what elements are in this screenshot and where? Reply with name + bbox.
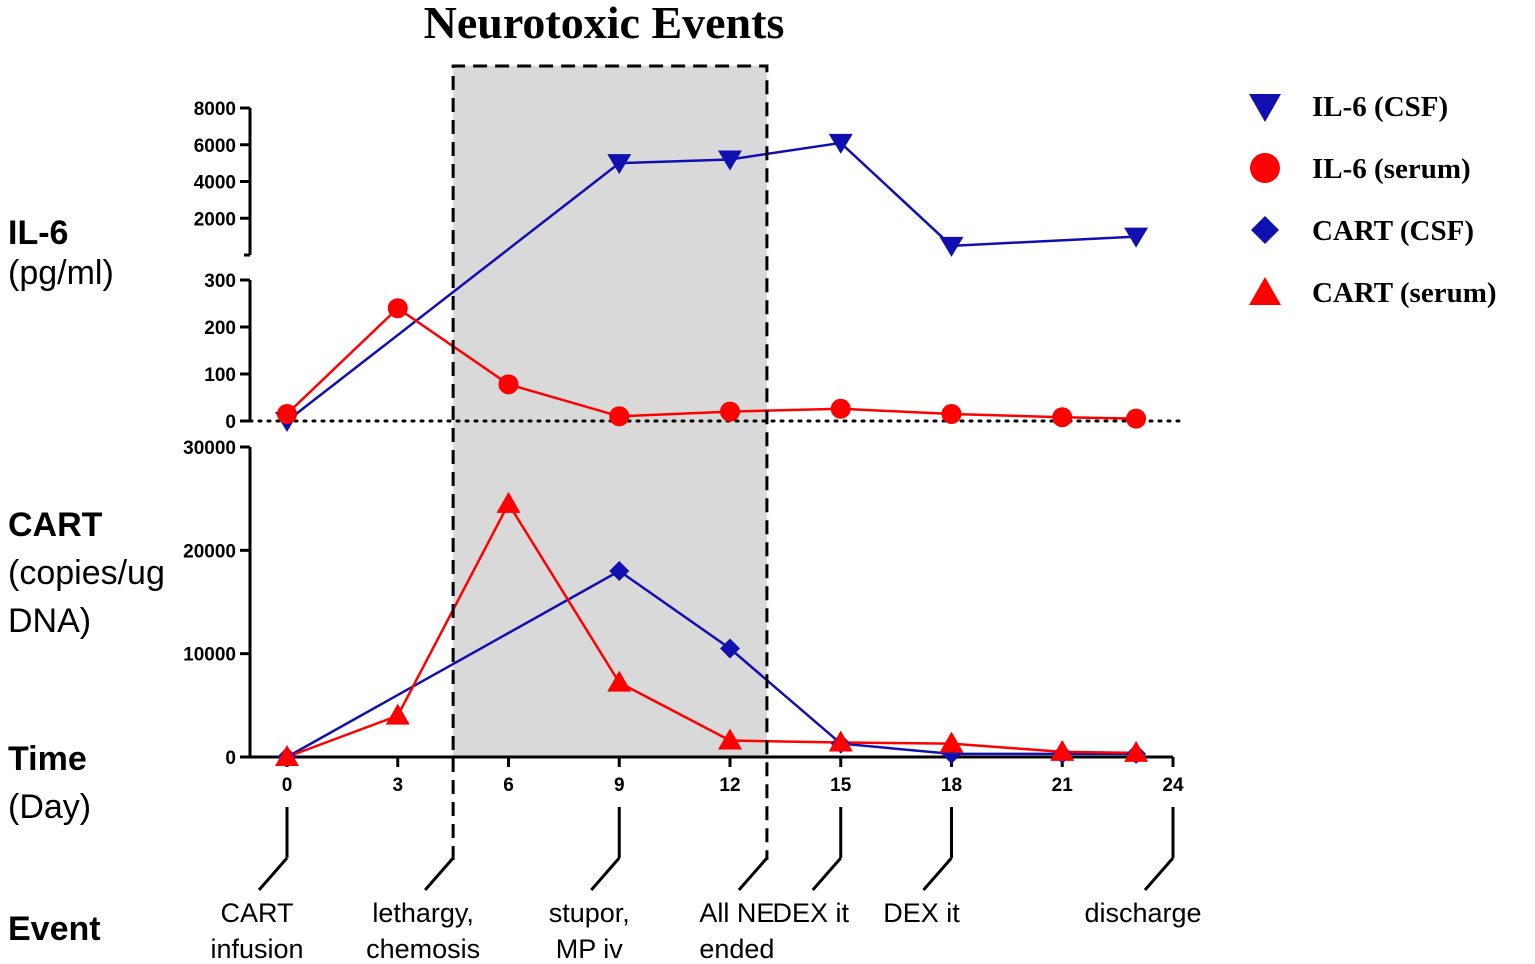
x-tick-label: 6 [503, 775, 514, 796]
event-item: All NE ended [699, 857, 774, 964]
il6-upper-y-label: 4000 [194, 173, 236, 194]
x-tick-label: 24 [1162, 775, 1184, 796]
il6-axis-title: IL-6 [8, 214, 68, 252]
event-connector-bend [257, 857, 289, 891]
event-axis-title: Event [8, 910, 101, 948]
x-tick-label: 21 [1052, 775, 1074, 796]
cart-csf-point [720, 638, 740, 659]
event-item: stupor, MP iv [549, 807, 630, 964]
il6-upper-y-label: 6000 [194, 136, 236, 157]
x-tick-label: 3 [392, 775, 403, 796]
il-6-serum-point [498, 374, 519, 395]
event-label-line1: stupor, [549, 898, 630, 928]
cart-y-label: 30000 [183, 438, 236, 459]
il-6-csf-point [828, 133, 853, 154]
cart-serum-point [939, 731, 964, 753]
il-6-serum-point [609, 406, 630, 427]
cart-serum-point [718, 728, 742, 750]
x-tick-label: 0 [282, 775, 293, 796]
cart-serum-point [1124, 740, 1149, 762]
event-label-line2: ended [699, 934, 774, 964]
cart-axis-unit-line2: DNA) [8, 602, 91, 640]
event-connector-bend [922, 857, 953, 891]
cart-serum-point [607, 670, 632, 692]
legend: IL-6 (CSF) IL-6 (serum) CART (CSF) CART (se… [1249, 91, 1497, 309]
il-6-serum-point [1052, 407, 1073, 428]
il6-upper-y-label: 8000 [194, 99, 236, 120]
il-6-csf-point [718, 150, 742, 171]
event-connector-bend [737, 857, 769, 891]
legend-label: IL-6 (serum) [1312, 153, 1471, 185]
event-item: DEX it [883, 807, 960, 928]
event-label-line2: chemosis [366, 934, 480, 964]
il6-lower-y-label: 0 [225, 412, 236, 433]
cart-axis-unit-line1: (copies/ug [8, 554, 165, 592]
cart-y-label: 10000 [183, 645, 236, 666]
event-label-line1: discharge [1084, 898, 1201, 928]
cart-serum-point [385, 703, 410, 725]
x-tick-label: 12 [719, 775, 740, 796]
time-axis-title: Time [8, 740, 87, 778]
legend-marker-triangle-up [1249, 277, 1281, 305]
il-6-serum-point [387, 298, 408, 319]
event-item: CART infusion [210, 807, 304, 964]
il6-lower-y-label: 300 [204, 271, 236, 292]
axes: 2000 4000 6000 8000 0 100 200 300 0 10000 20000 300… [183, 99, 1184, 796]
legend-marker-diamond [1251, 216, 1279, 244]
series-markers [275, 133, 1149, 767]
il6-axis-unit: (pg/ml) [8, 254, 114, 292]
legend-marker-triangle-down [1249, 94, 1281, 122]
x-tick-label: 15 [830, 775, 852, 796]
il-6-serum-point [720, 401, 740, 422]
neurotoxic-dashed-box [451, 64, 769, 860]
il6-lower-y-label: 200 [204, 318, 236, 339]
time-axis-unit: (Day) [8, 788, 91, 826]
cart-serum-point [1050, 739, 1075, 761]
event-label-line1: DEX it [883, 898, 960, 928]
cart-serum-point [496, 491, 521, 513]
il-6-csf-point [1124, 227, 1149, 248]
chart-title: Neurotoxic Events [424, 0, 785, 48]
cart-serum-point [828, 730, 853, 752]
event-connector-bend [590, 857, 621, 891]
il6-lower-y-label: 100 [204, 365, 236, 386]
legend-label: CART (serum) [1312, 277, 1497, 309]
event-label-line1: All NE [699, 898, 774, 928]
event-connector-bend [1143, 857, 1175, 891]
event-item: discharge [1084, 807, 1202, 928]
event-label-line1: lethargy, [372, 898, 474, 928]
cart-csf-point [609, 561, 630, 581]
legend-label: CART (CSF) [1312, 215, 1474, 247]
event-annotations: CART infusion lethargy, chemosis stupor, MP i… [210, 64, 1202, 964]
il-6-serum-point [277, 403, 297, 424]
il-6-csf-point [939, 236, 964, 257]
event-label-line2: infusion [210, 934, 303, 964]
cart-y-label: 20000 [183, 541, 236, 562]
il-6-csf-point [607, 154, 632, 175]
il-6-serum-point [941, 403, 962, 424]
legend-marker-circle [1250, 153, 1280, 183]
cart-serum-point [275, 745, 299, 766]
event-label-line1: DEX it [772, 898, 849, 928]
x-tick-label: 9 [614, 775, 625, 796]
il-6-serum-point [830, 398, 851, 419]
x-tick-label: 18 [941, 775, 962, 796]
il-6-csf-line [286, 141, 1137, 422]
cart-y-label: 0 [225, 748, 236, 769]
event-connector-bend [423, 857, 455, 891]
legend-label: IL-6 (CSF) [1312, 91, 1448, 123]
event-label-line1: CART [220, 898, 293, 928]
cart-axis-title: CART [8, 506, 103, 544]
event-item: DEX it [772, 807, 850, 928]
event-label-line2: MP iv [556, 934, 624, 964]
il-6-serum-point [1126, 408, 1147, 429]
event-connector-bend [811, 857, 842, 891]
event-item: lethargy, chemosis [366, 857, 480, 964]
il6-upper-y-label: 2000 [194, 209, 236, 230]
